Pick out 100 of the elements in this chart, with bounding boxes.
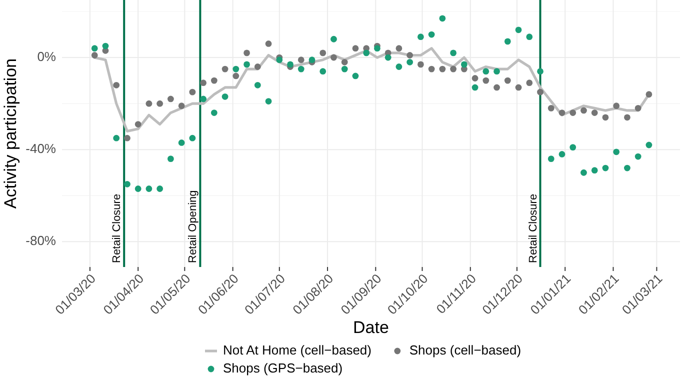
point <box>515 26 522 34</box>
point <box>298 66 304 72</box>
point <box>396 45 402 52</box>
point <box>613 102 620 110</box>
point <box>504 77 511 84</box>
point <box>200 80 206 86</box>
point <box>298 56 304 64</box>
point <box>494 84 500 91</box>
point <box>352 72 359 80</box>
legend-label: Shops (cell−based) <box>409 342 522 358</box>
point <box>558 151 566 158</box>
point <box>232 72 240 80</box>
point <box>450 50 456 56</box>
ref-line-label: Retail Closure <box>111 194 124 263</box>
point <box>428 31 435 38</box>
point <box>624 114 630 121</box>
point <box>396 64 402 70</box>
point <box>254 82 261 88</box>
point <box>244 50 250 56</box>
point <box>472 84 478 91</box>
point <box>341 58 348 66</box>
point <box>156 186 164 192</box>
ref-line-label: Retail Closure <box>527 194 540 263</box>
point <box>222 66 228 72</box>
point <box>526 34 533 40</box>
point <box>450 66 456 72</box>
legend-label: Shops (GPS−based) <box>223 360 343 376</box>
point <box>156 100 164 107</box>
point <box>406 58 414 66</box>
point <box>91 45 98 52</box>
point <box>428 66 435 72</box>
point <box>417 61 424 68</box>
point <box>265 40 272 47</box>
point <box>330 54 337 61</box>
point <box>363 50 370 56</box>
point <box>439 66 446 72</box>
point <box>634 153 642 160</box>
y-tick-label: -40% <box>26 141 56 156</box>
point <box>526 80 533 86</box>
point <box>570 144 576 151</box>
legend-label: Not At Home (cell−based) <box>223 342 372 358</box>
point <box>548 104 554 112</box>
point <box>124 134 130 142</box>
point <box>276 56 283 64</box>
y-axis-title: Activity participation <box>1 58 20 209</box>
point <box>384 54 392 61</box>
point <box>113 82 120 88</box>
point <box>515 84 522 91</box>
point <box>222 93 228 100</box>
point <box>146 186 152 192</box>
point <box>374 45 380 52</box>
point <box>504 38 511 45</box>
point <box>134 121 142 128</box>
point <box>602 114 609 121</box>
point <box>189 134 196 142</box>
point <box>167 96 174 102</box>
point <box>178 102 185 110</box>
point <box>320 50 326 56</box>
point <box>591 167 598 174</box>
y-tick-label: -80% <box>26 233 56 248</box>
point <box>613 148 620 156</box>
point <box>167 156 174 162</box>
point <box>646 91 652 98</box>
point <box>265 98 272 104</box>
point <box>210 110 218 116</box>
point <box>460 61 468 68</box>
point <box>341 66 348 72</box>
point <box>580 169 587 176</box>
point <box>580 107 587 114</box>
point <box>254 64 261 70</box>
point <box>646 142 652 148</box>
point <box>178 140 185 146</box>
point <box>330 36 337 42</box>
point <box>439 15 446 22</box>
point <box>244 61 250 68</box>
point <box>189 88 196 96</box>
point <box>124 180 130 188</box>
point <box>482 77 490 84</box>
point <box>352 45 359 52</box>
point <box>634 104 642 112</box>
point <box>494 68 500 75</box>
point <box>482 68 490 75</box>
point <box>570 110 576 116</box>
point <box>210 77 218 84</box>
point <box>113 134 120 142</box>
point <box>406 52 414 58</box>
ref-line-label: Retail Opening <box>187 190 200 263</box>
point <box>287 61 294 68</box>
point <box>320 68 326 75</box>
point <box>134 186 142 192</box>
point <box>537 88 544 96</box>
point <box>537 68 544 75</box>
point <box>472 75 478 82</box>
point <box>602 164 609 172</box>
x-axis-title: Date <box>353 318 389 337</box>
point <box>558 110 566 116</box>
point <box>548 156 554 162</box>
y-tick-label: 0% <box>37 48 56 64</box>
point <box>102 42 109 50</box>
point <box>591 110 598 116</box>
